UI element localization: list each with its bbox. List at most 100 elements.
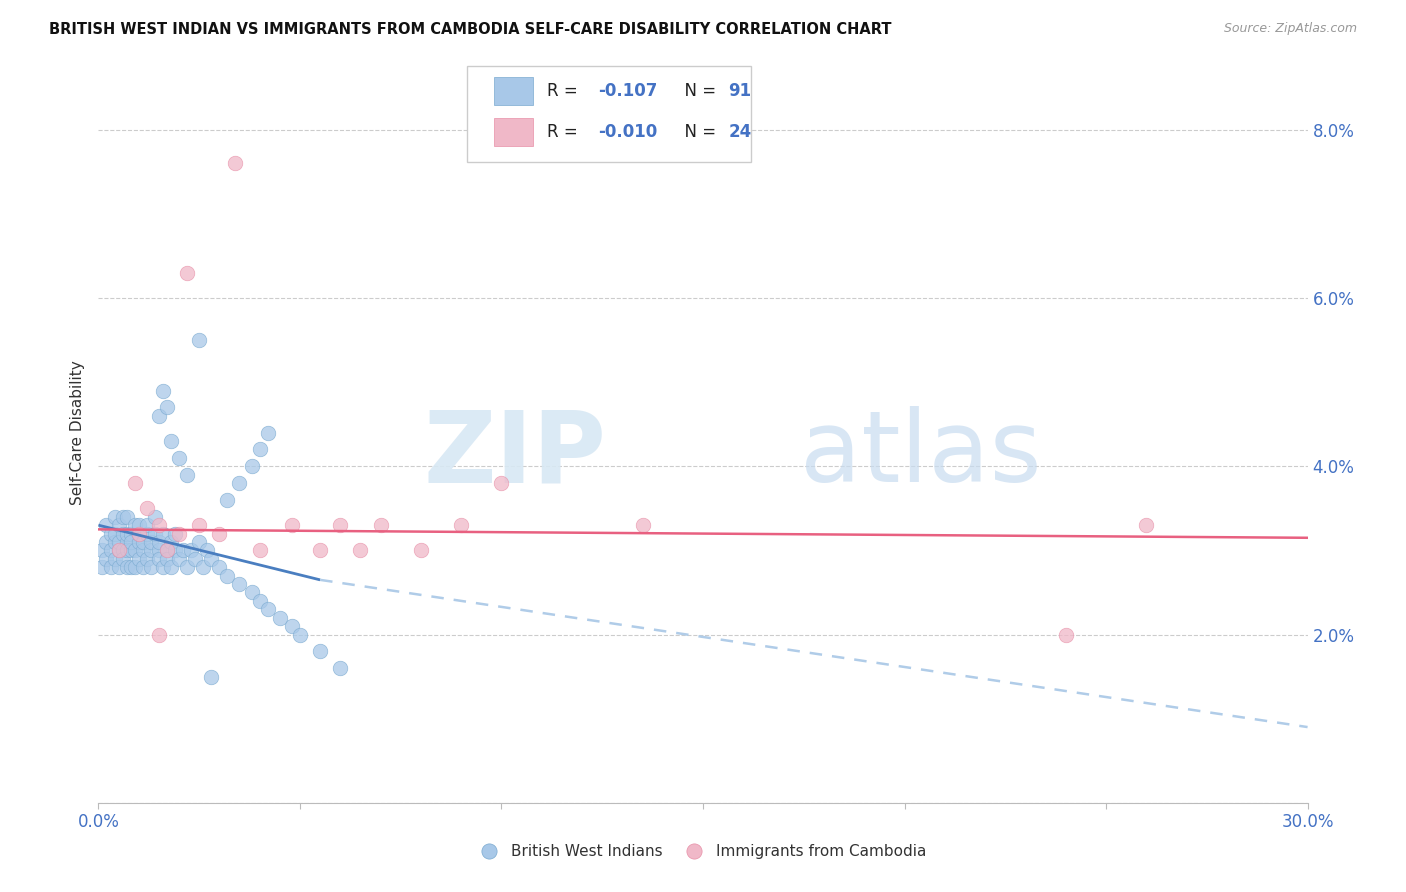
Point (132, 560, 155, 574)
Point (107, 560, 129, 574)
Point (176, 266, 198, 280)
Point (152, 560, 174, 574)
Point (188, 518, 211, 533)
Point (120, 535, 142, 549)
Point (167, 450, 190, 465)
Point (329, 518, 352, 533)
Text: -0.107: -0.107 (598, 82, 657, 100)
Point (143, 509, 166, 524)
Point (193, 560, 215, 574)
Point (200, 551, 222, 566)
Point (228, 577, 250, 591)
Point (132, 535, 155, 549)
Point (111, 526, 134, 541)
Point (152, 384, 174, 398)
Point (128, 526, 150, 541)
Point (329, 661, 352, 675)
Point (148, 518, 170, 533)
Point (450, 518, 472, 533)
Text: 24: 24 (728, 123, 752, 141)
Text: BRITISH WEST INDIAN VS IMMIGRANTS FROM CAMBODIA SELF-CARE DISABILITY CORRELATION: BRITISH WEST INDIAN VS IMMIGRANTS FROM C… (49, 22, 891, 37)
Legend: British West Indians, Immigrants from Cambodia: British West Indians, Immigrants from Ca… (474, 838, 932, 865)
Point (240, 459, 263, 474)
Point (176, 560, 198, 574)
Point (148, 535, 170, 549)
Point (208, 560, 231, 574)
Point (163, 526, 186, 541)
Point (163, 543, 186, 558)
Point (176, 467, 198, 482)
Point (107, 535, 129, 549)
Point (1054, 627, 1077, 641)
Point (100, 526, 122, 541)
Point (172, 543, 194, 558)
Point (188, 535, 211, 549)
Point (288, 627, 311, 641)
Point (139, 535, 162, 549)
Text: -0.010: -0.010 (598, 123, 657, 141)
Point (135, 501, 157, 516)
Point (135, 518, 157, 533)
Text: ZIP: ZIP (423, 407, 606, 503)
Text: R =: R = (547, 82, 583, 100)
Point (128, 518, 150, 533)
Point (111, 543, 134, 558)
Point (148, 543, 170, 558)
Point (111, 509, 134, 524)
Point (491, 476, 513, 491)
Point (111, 551, 134, 566)
Point (115, 526, 138, 541)
Point (124, 518, 146, 533)
Point (188, 333, 211, 347)
Point (91, 543, 114, 558)
Point (256, 602, 278, 616)
Point (107, 518, 129, 533)
Point (631, 518, 654, 533)
Point (148, 551, 170, 566)
Point (167, 551, 190, 566)
Point (200, 670, 222, 684)
Point (156, 543, 179, 558)
Point (103, 526, 125, 541)
Point (309, 543, 332, 558)
Point (100, 543, 122, 558)
Point (120, 526, 142, 541)
FancyBboxPatch shape (467, 66, 751, 162)
Point (156, 401, 179, 415)
Point (96, 518, 118, 533)
Point (160, 434, 183, 448)
Point (349, 543, 371, 558)
Point (115, 560, 138, 574)
Point (115, 509, 138, 524)
Point (107, 543, 129, 558)
Point (281, 518, 304, 533)
Point (217, 492, 239, 507)
Point (1135, 518, 1157, 533)
Point (124, 476, 146, 491)
Point (124, 543, 146, 558)
Point (135, 551, 157, 566)
Text: N =: N = (673, 123, 721, 141)
Point (309, 644, 332, 658)
Point (103, 509, 125, 524)
Point (152, 526, 174, 541)
Point (160, 560, 183, 574)
Point (148, 627, 170, 641)
Point (124, 560, 146, 574)
Text: 91: 91 (728, 82, 752, 100)
Text: N =: N = (673, 82, 721, 100)
Point (249, 543, 271, 558)
Point (240, 585, 263, 599)
Point (128, 551, 150, 566)
Point (143, 526, 166, 541)
Point (135, 526, 157, 541)
Point (409, 543, 432, 558)
Point (115, 535, 138, 549)
Point (128, 526, 150, 541)
Point (96, 535, 118, 549)
Point (180, 543, 202, 558)
Point (132, 543, 155, 558)
Point (269, 610, 291, 624)
Point (249, 442, 271, 457)
Point (115, 543, 138, 558)
